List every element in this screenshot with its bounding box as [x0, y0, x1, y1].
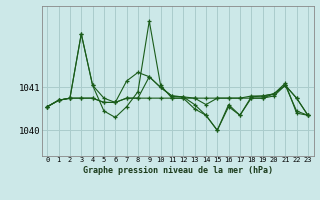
X-axis label: Graphe pression niveau de la mer (hPa): Graphe pression niveau de la mer (hPa)	[83, 166, 273, 175]
